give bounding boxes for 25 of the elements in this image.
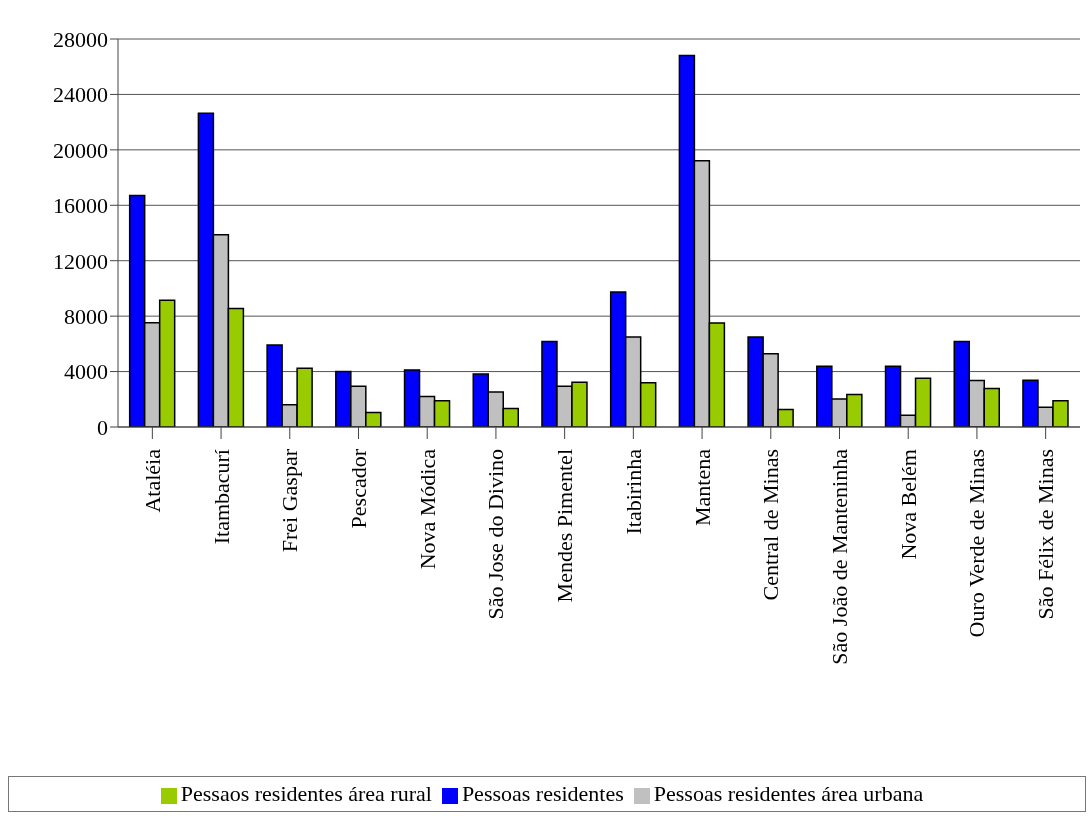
x-tick-label: São Félix de Minas	[1033, 449, 1059, 620]
y-tick-label: 4000	[64, 359, 108, 385]
x-tick-label: Nova Belém	[895, 449, 921, 560]
x-tick-label: Central de Minas	[758, 449, 784, 601]
legend-label: Pessaos residentes área rural	[180, 781, 432, 806]
legend-label: Pessoas residentes área urbana	[653, 781, 924, 806]
y-tick-label: 20000	[53, 137, 108, 163]
y-tick-label: 16000	[53, 193, 108, 219]
x-tick-label: São João de Manteninha	[827, 448, 852, 665]
y-tick-label: 28000	[53, 26, 108, 52]
x-tick-label: Ouro Verde de Minas	[964, 449, 990, 638]
x-tick-label: Frei Gaspar	[277, 448, 303, 553]
y-tick-label: 24000	[53, 82, 108, 108]
x-tick-label: Nova Módica	[414, 448, 440, 570]
y-tick-label: 12000	[53, 248, 108, 274]
x-tick-label: Ataléia	[139, 448, 165, 513]
x-tick-label: Mendes Pimentel	[552, 449, 578, 603]
x-tick-label: Itambacurí	[208, 449, 234, 545]
x-tick-label: Itabirinha	[620, 448, 646, 535]
y-tick-label: 0	[97, 414, 108, 440]
x-tick-label: Mantena	[689, 448, 715, 526]
x-tick-label: Pescador	[346, 448, 371, 529]
y-tick-label: 8000	[64, 303, 108, 329]
legend-label: Pessoas residentes	[461, 781, 624, 806]
x-tick-label: São Jose do Divino	[483, 449, 509, 620]
